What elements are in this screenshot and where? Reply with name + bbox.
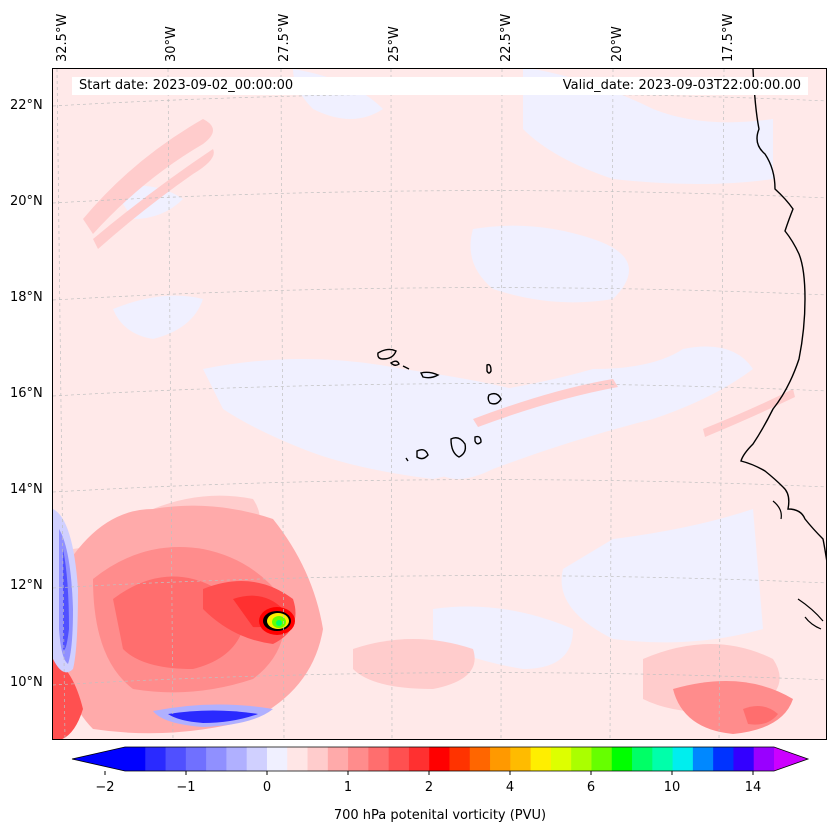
cb-tick-6: 6 [586, 780, 596, 795]
cb-tick-4: 4 [505, 780, 515, 795]
colorbar-segment [692, 747, 714, 771]
cb-tick-2: 2 [424, 780, 434, 795]
disturbance-region [53, 505, 793, 739]
islands [377, 348, 502, 462]
cb-tick-10: 10 [663, 780, 681, 795]
colorbar-segment [266, 747, 288, 771]
colorbar-segment [327, 747, 349, 771]
lon-label-17-5w: 17.5°W [721, 13, 736, 62]
vortex-core [259, 607, 295, 635]
map-panel[interactable] [52, 68, 827, 740]
colorbar-segment [388, 747, 410, 771]
colorbar-segment [530, 747, 552, 771]
colorbar-segment [246, 747, 268, 771]
colorbar-segment [510, 747, 532, 771]
lat-label-14n: 14°N [10, 482, 43, 497]
cb-tick-0: 0 [262, 780, 272, 795]
colorbar-segment [449, 747, 471, 771]
colorbar-segment [469, 747, 491, 771]
colorbar-extend-min [72, 747, 125, 771]
lat-label-22n: 22°N [10, 98, 43, 113]
colorbar-segment [206, 747, 227, 771]
cb-tick-1: 1 [343, 780, 353, 795]
cb-tick-minus2: −2 [95, 780, 115, 795]
lat-label-20n: 20°N [10, 194, 43, 209]
colorbar-segment [713, 747, 734, 771]
lon-label-30w: 30°W [164, 26, 179, 62]
coastline [740, 69, 826, 561]
colorbar-segment [571, 747, 592, 771]
colorbar-segment [490, 747, 511, 771]
colorbar-segment [165, 747, 187, 771]
colorbar-outline [71, 746, 810, 772]
lon-label-32-5w: 32.5°W [55, 13, 70, 62]
cb-tick-14: 14 [744, 780, 762, 795]
lat-label-18n: 18°N [10, 290, 43, 305]
colorbar-label: 700 hPa potenital vorticity (PVU) [333, 808, 547, 823]
lon-label-22-5w: 22.5°W [499, 13, 514, 62]
colorbar-segment [408, 747, 430, 771]
colorbar-segment [125, 747, 146, 771]
colorbar-segment [348, 747, 369, 771]
colorbar-segment [753, 747, 775, 771]
colorbar-segment [632, 747, 653, 771]
graticule [53, 69, 826, 739]
lon-label-25w: 25°W [387, 26, 402, 62]
lon-label-27-5w: 27.5°W [277, 13, 292, 62]
lat-label-16n: 16°N [10, 386, 43, 401]
lat-label-10n: 10°N [10, 675, 43, 690]
colorbar-segment [652, 747, 674, 771]
valid-date-label: Valid_date: 2023-09-03T22:00:00.00 [562, 78, 801, 93]
date-header: Start date: 2023-09-02_00:00:00 Valid_da… [72, 77, 808, 95]
colorbar-segment [672, 747, 694, 771]
colorbar-segment [611, 747, 633, 771]
colorbar-segment [591, 747, 613, 771]
colorbar-extend-max [774, 747, 808, 771]
start-date-label: Start date: 2023-09-02_00:00:00 [79, 78, 294, 93]
colorbar-segment [307, 747, 329, 771]
colorbar-segment [733, 747, 755, 771]
colorbar-segment [145, 747, 167, 771]
lon-label-20w: 20°W [610, 26, 625, 62]
colorbar-segment [226, 747, 248, 771]
colorbar-segment [550, 747, 572, 771]
colorbar-segment [429, 747, 450, 771]
map-field [53, 69, 826, 739]
lat-label-12n: 12°N [10, 578, 43, 593]
colorbar-segment [185, 747, 207, 771]
negative-pv-bands [53, 509, 273, 727]
colorbar-segment [368, 747, 390, 771]
cb-tick-minus1: −1 [176, 780, 196, 795]
colorbar-segment [287, 747, 309, 771]
